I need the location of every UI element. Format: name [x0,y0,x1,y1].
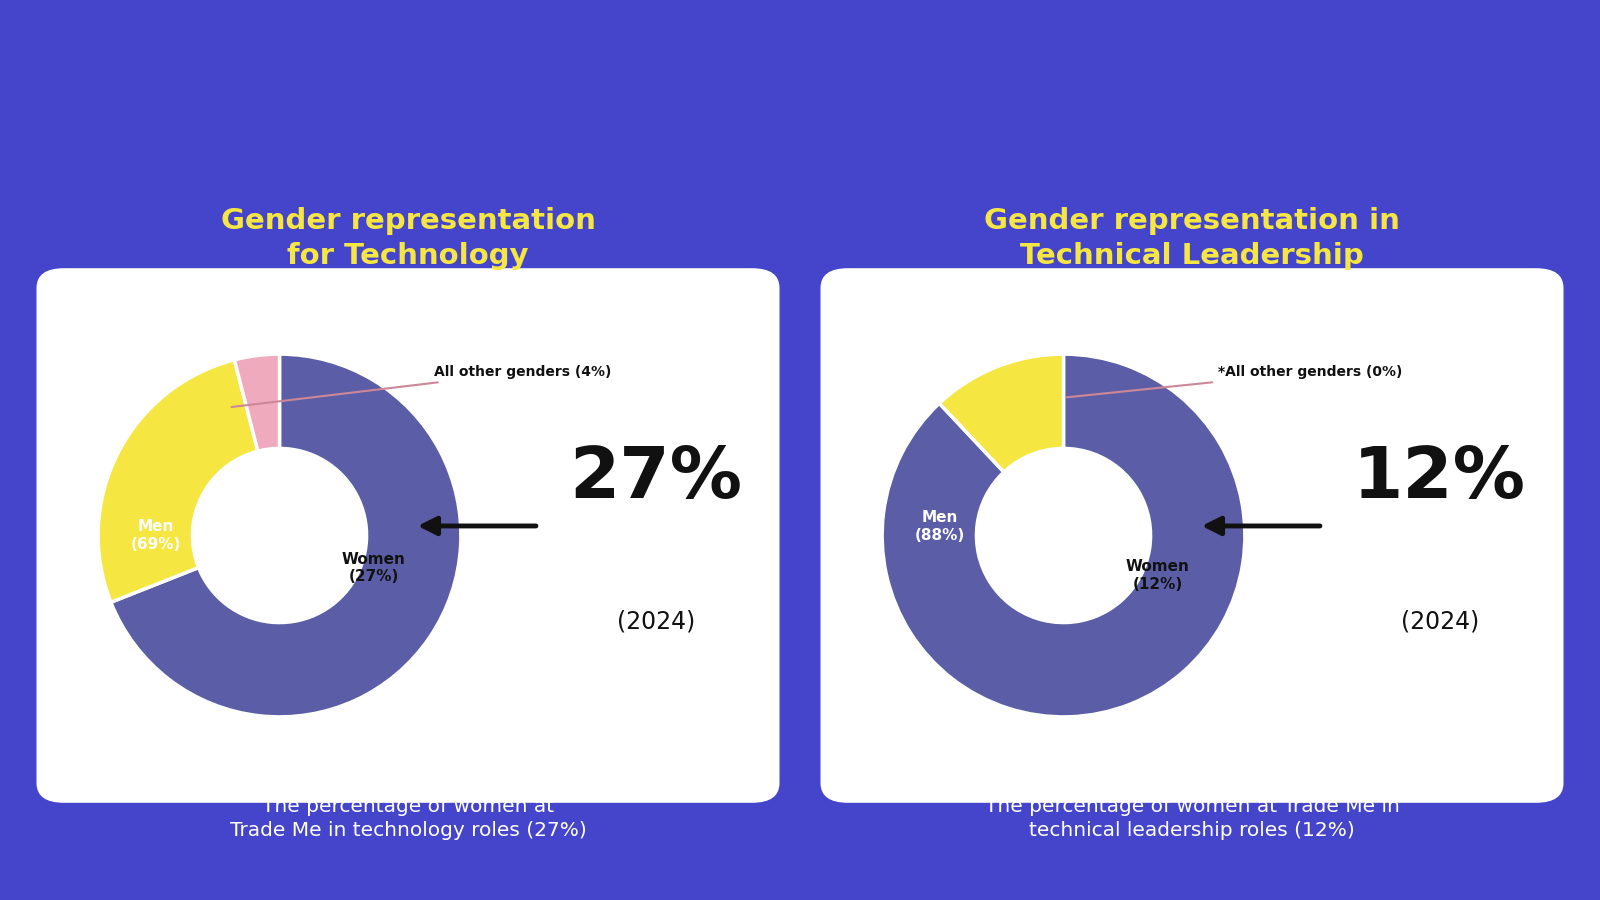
Text: (2024): (2024) [616,609,694,634]
Circle shape [976,448,1150,623]
Text: Women
(12%): Women (12%) [1126,559,1190,591]
Text: *All other genders (0%): *All other genders (0%) [1066,365,1402,398]
Text: Men
(69%): Men (69%) [131,519,181,552]
Text: The percentage of women at Trade Me in
technical leadership roles (12%): The percentage of women at Trade Me in t… [984,796,1400,841]
FancyBboxPatch shape [821,268,1563,803]
Text: Men
(88%): Men (88%) [915,510,965,543]
Text: Gender representation
for Technology: Gender representation for Technology [221,207,595,270]
Text: All other genders (4%): All other genders (4%) [232,365,611,407]
Wedge shape [939,354,1064,472]
Wedge shape [110,354,461,717]
Text: 12%: 12% [1354,444,1526,513]
Text: (2024): (2024) [1400,609,1478,634]
Wedge shape [882,354,1245,717]
Text: 27%: 27% [570,444,742,513]
Wedge shape [235,354,280,451]
Wedge shape [98,360,258,602]
Text: Women
(27%): Women (27%) [342,552,406,584]
Text: Gender representation in
Technical Leadership: Gender representation in Technical Leade… [984,207,1400,270]
FancyBboxPatch shape [37,268,779,803]
Text: The percentage of women at
Trade Me in technology roles (27%): The percentage of women at Trade Me in t… [230,796,586,841]
Circle shape [192,448,366,623]
